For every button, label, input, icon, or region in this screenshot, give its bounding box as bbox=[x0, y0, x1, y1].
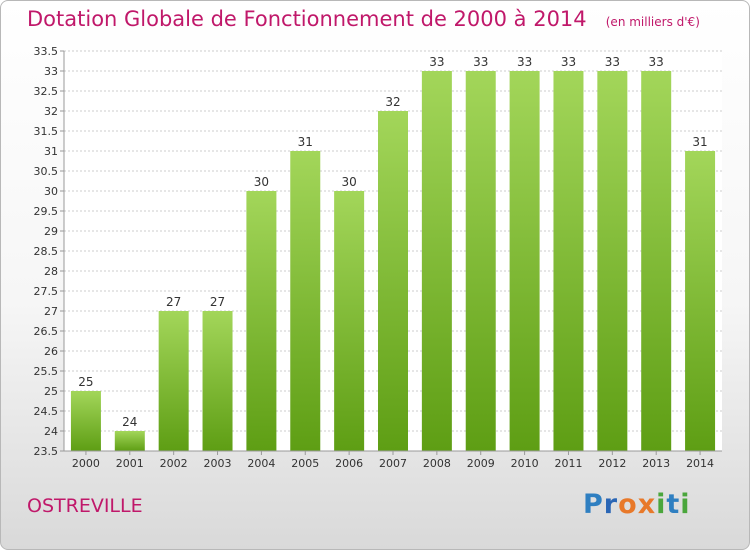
data-label-2007: 32 bbox=[385, 95, 400, 109]
bars bbox=[70, 71, 716, 451]
x-tick-label: 2003 bbox=[204, 457, 232, 470]
data-label-2000: 25 bbox=[78, 375, 93, 389]
bar-2010 bbox=[509, 71, 540, 451]
y-tick-label: 28.5 bbox=[34, 245, 59, 258]
bar-2002 bbox=[158, 311, 189, 451]
data-label-2012: 33 bbox=[605, 55, 620, 69]
y-tick-label: 32 bbox=[44, 105, 58, 118]
x-tick-label: 2002 bbox=[160, 457, 188, 470]
y-tick-label: 29.5 bbox=[34, 205, 59, 218]
data-label-2008: 33 bbox=[429, 55, 444, 69]
y-tick-label: 28 bbox=[44, 265, 58, 278]
bar-2009 bbox=[465, 71, 496, 451]
bar-2011 bbox=[553, 71, 584, 451]
chart-subtitle: (en milliers d'€) bbox=[605, 15, 700, 29]
y-tick-label: 32.5 bbox=[34, 85, 59, 98]
data-label-2014: 31 bbox=[692, 135, 707, 149]
x-tick-label: 2010 bbox=[511, 457, 539, 470]
bar-2014 bbox=[685, 151, 716, 451]
data-label-2009: 33 bbox=[473, 55, 488, 69]
x-tick-label: 2013 bbox=[642, 457, 670, 470]
x-tick-label: 2007 bbox=[379, 457, 407, 470]
y-axis-ticks: 23.5 24 24.5 25 25.5 26 26.5 27 27.5 28 28.5 29 29.5… bbox=[34, 45, 64, 458]
y-tick-label: 31.5 bbox=[34, 125, 59, 138]
y-tick-label: 24 bbox=[44, 425, 58, 438]
bar-2013 bbox=[641, 71, 672, 451]
title-row: Dotation Globale de Fonctionnement de 20… bbox=[27, 7, 700, 31]
x-axis-ticks: 2000 2001 2002 2003 2004 2005 2006 2007 2008 2009… bbox=[72, 451, 714, 470]
bar-2005 bbox=[290, 151, 321, 451]
y-tick-label: 25.5 bbox=[34, 365, 59, 378]
y-tick-label: 27 bbox=[44, 305, 58, 318]
bar-2008 bbox=[421, 71, 452, 451]
x-tick-label: 2009 bbox=[467, 457, 495, 470]
data-label-2003: 27 bbox=[210, 295, 225, 309]
y-tick-label: 26 bbox=[44, 345, 58, 358]
data-label-2005: 31 bbox=[298, 135, 313, 149]
x-tick-label: 2011 bbox=[554, 457, 582, 470]
x-tick-label: 2014 bbox=[686, 457, 714, 470]
x-tick-label: 2005 bbox=[291, 457, 319, 470]
bar-2006 bbox=[334, 191, 365, 451]
data-label-2006: 30 bbox=[341, 175, 356, 189]
y-tick-label: 31 bbox=[44, 145, 58, 158]
x-tick-label: 2012 bbox=[598, 457, 626, 470]
y-tick-label: 26.5 bbox=[34, 325, 59, 338]
data-label-2011: 33 bbox=[561, 55, 576, 69]
x-tick-label: 2004 bbox=[247, 457, 275, 470]
y-tick-label: 30 bbox=[44, 185, 58, 198]
y-tick-label: 25 bbox=[44, 385, 58, 398]
data-label-2013: 33 bbox=[649, 55, 664, 69]
y-tick-label: 24.5 bbox=[34, 405, 59, 418]
proxiti-logo: Proxiti bbox=[583, 489, 691, 520]
bar-2012 bbox=[597, 71, 628, 451]
bar-2007 bbox=[378, 111, 408, 451]
y-tick-label: 33 bbox=[44, 65, 58, 78]
data-labels: 25 24 27 27 30 31 30 32 33 33 33 33 33 33 31 bbox=[78, 55, 707, 429]
commune-name: OSTREVILLE bbox=[27, 495, 143, 517]
bar-2001 bbox=[114, 431, 145, 451]
x-tick-label: 2006 bbox=[335, 457, 363, 470]
bar-2004 bbox=[246, 191, 277, 451]
y-tick-label: 27.5 bbox=[34, 285, 59, 298]
data-label-2001: 24 bbox=[122, 415, 137, 429]
y-tick-label: 30.5 bbox=[34, 165, 59, 178]
data-label-2010: 33 bbox=[517, 55, 532, 69]
x-tick-label: 2001 bbox=[116, 457, 144, 470]
chart-title: Dotation Globale de Fonctionnement de 20… bbox=[27, 7, 587, 31]
x-tick-label: 2000 bbox=[72, 457, 100, 470]
data-label-2002: 27 bbox=[166, 295, 181, 309]
y-tick-label: 33.5 bbox=[34, 45, 59, 58]
bar-2003 bbox=[202, 311, 233, 451]
x-tick-label: 2008 bbox=[423, 457, 451, 470]
y-tick-label: 29 bbox=[44, 225, 58, 238]
y-tick-label: 23.5 bbox=[34, 445, 59, 458]
bar-2000 bbox=[70, 391, 101, 451]
data-label-2004: 30 bbox=[254, 175, 269, 189]
